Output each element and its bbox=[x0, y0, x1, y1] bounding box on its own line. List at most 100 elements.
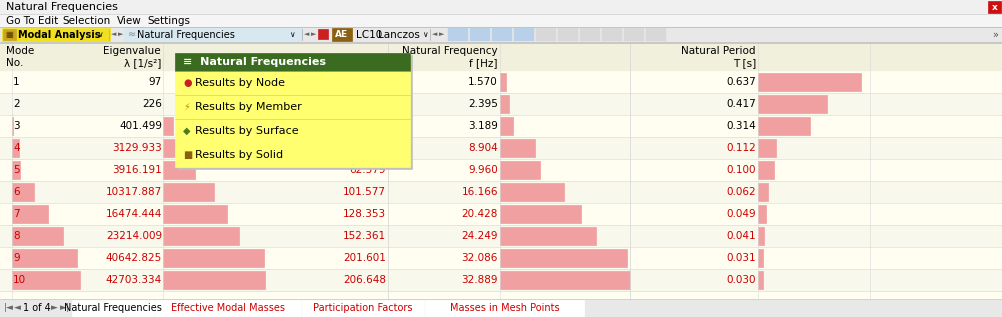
Bar bbox=[535, 28, 555, 41]
Bar bbox=[0, 269, 1002, 291]
Bar bbox=[176, 55, 412, 169]
Bar bbox=[163, 227, 239, 245]
Text: Results by Surface: Results by Surface bbox=[194, 126, 299, 136]
Bar bbox=[174, 53, 410, 167]
Bar bbox=[500, 249, 627, 267]
Text: Natural Frequencies: Natural Frequencies bbox=[64, 303, 161, 313]
Text: 101.577: 101.577 bbox=[343, 187, 386, 197]
Text: 16474.444: 16474.444 bbox=[105, 209, 162, 219]
Text: 3.189: 3.189 bbox=[468, 121, 498, 131]
Text: 0.417: 0.417 bbox=[725, 99, 756, 109]
Text: ►: ► bbox=[311, 31, 316, 37]
Text: |◄: |◄ bbox=[4, 303, 14, 313]
Text: 9.960: 9.960 bbox=[468, 165, 498, 175]
Text: Participation Factors: Participation Factors bbox=[313, 303, 413, 313]
Text: Go To: Go To bbox=[6, 16, 35, 25]
Bar bbox=[318, 29, 328, 39]
Text: 5: 5 bbox=[13, 165, 20, 175]
Text: 0.030: 0.030 bbox=[725, 275, 756, 285]
Bar bbox=[500, 117, 512, 135]
Bar bbox=[12, 271, 80, 289]
Text: 2.395: 2.395 bbox=[468, 99, 498, 109]
Text: Lanczos: Lanczos bbox=[378, 29, 420, 40]
Text: 32.889: 32.889 bbox=[461, 275, 498, 285]
Text: 0.031: 0.031 bbox=[725, 253, 756, 263]
Bar bbox=[0, 43, 1002, 299]
Text: ∨: ∨ bbox=[289, 30, 295, 39]
Bar bbox=[163, 139, 191, 157]
Bar bbox=[0, 137, 1002, 159]
Bar bbox=[500, 183, 564, 201]
Bar bbox=[500, 271, 629, 289]
Bar bbox=[492, 28, 511, 41]
Bar bbox=[500, 95, 509, 113]
Bar bbox=[12, 249, 77, 267]
Bar bbox=[163, 183, 213, 201]
Bar bbox=[0, 247, 1002, 269]
Bar bbox=[758, 183, 768, 201]
Text: ∨: ∨ bbox=[97, 30, 102, 39]
Text: 0.062: 0.062 bbox=[725, 187, 756, 197]
Bar bbox=[623, 28, 643, 41]
Bar bbox=[425, 300, 583, 317]
Text: ►: ► bbox=[118, 31, 123, 37]
Bar bbox=[12, 227, 62, 245]
Text: ◄: ◄ bbox=[304, 31, 309, 37]
Text: Masses in Mesh Points: Masses in Mesh Points bbox=[449, 303, 559, 313]
Text: ►|: ►| bbox=[60, 303, 70, 313]
Text: ►: ► bbox=[439, 31, 444, 37]
Bar bbox=[870, 248, 1000, 268]
Text: f [Hz]: f [Hz] bbox=[469, 58, 498, 68]
Text: Results by Member: Results by Member bbox=[194, 102, 302, 112]
Bar bbox=[987, 1, 1000, 13]
Bar bbox=[0, 71, 1002, 93]
Bar bbox=[163, 117, 173, 135]
Text: Effective Modal Masses: Effective Modal Masses bbox=[170, 303, 285, 313]
Text: No.: No. bbox=[6, 58, 23, 68]
Bar bbox=[0, 93, 1002, 115]
Bar bbox=[174, 53, 410, 71]
Text: »: » bbox=[991, 29, 997, 40]
Bar bbox=[645, 28, 665, 41]
Bar bbox=[163, 161, 194, 179]
Text: 128.353: 128.353 bbox=[343, 209, 386, 219]
Text: T [s]: T [s] bbox=[732, 58, 756, 68]
Bar bbox=[0, 115, 1002, 137]
Text: View: View bbox=[117, 16, 141, 25]
Text: ◄: ◄ bbox=[14, 303, 21, 313]
Text: Natural Frequencies: Natural Frequencies bbox=[6, 2, 118, 12]
Bar bbox=[758, 249, 763, 267]
Text: 0.112: 0.112 bbox=[725, 143, 756, 153]
Bar bbox=[0, 0, 1002, 14]
Text: 23214.009: 23214.009 bbox=[106, 231, 162, 241]
Text: 10317.887: 10317.887 bbox=[105, 187, 162, 197]
Text: 1 of 4: 1 of 4 bbox=[23, 303, 51, 313]
Text: 1: 1 bbox=[13, 77, 20, 87]
Text: ≈: ≈ bbox=[128, 29, 136, 40]
Text: Edit: Edit bbox=[38, 16, 58, 25]
Text: Mode: Mode bbox=[6, 46, 34, 56]
Text: 226: 226 bbox=[142, 99, 162, 109]
Text: 7: 7 bbox=[13, 209, 20, 219]
Bar bbox=[0, 203, 1002, 225]
Text: 8.904: 8.904 bbox=[468, 143, 498, 153]
Bar bbox=[2, 28, 110, 41]
Bar bbox=[470, 28, 490, 41]
Bar bbox=[12, 183, 34, 201]
Text: 3: 3 bbox=[13, 121, 20, 131]
Text: Eigenvalue: Eigenvalue bbox=[103, 46, 161, 56]
Text: 3129.933: 3129.933 bbox=[112, 143, 162, 153]
Text: 0.637: 0.637 bbox=[725, 77, 756, 87]
Bar bbox=[758, 227, 764, 245]
Bar bbox=[758, 139, 776, 157]
Bar bbox=[579, 28, 599, 41]
Text: 20.428: 20.428 bbox=[461, 209, 498, 219]
Bar bbox=[124, 28, 302, 41]
Text: 0.041: 0.041 bbox=[725, 231, 756, 241]
Text: 0.100: 0.100 bbox=[725, 165, 756, 175]
Bar bbox=[500, 161, 539, 179]
Bar bbox=[601, 28, 621, 41]
Text: 32.086: 32.086 bbox=[461, 253, 498, 263]
Bar bbox=[500, 205, 580, 223]
Bar bbox=[163, 205, 227, 223]
